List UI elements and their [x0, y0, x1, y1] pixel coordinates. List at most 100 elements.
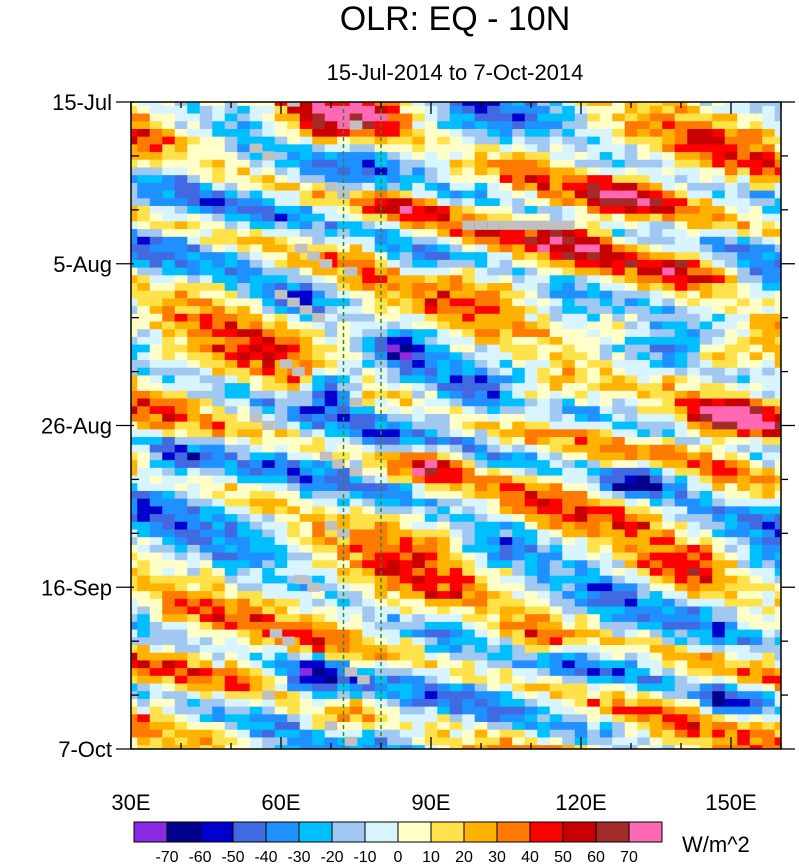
- field-cell: [574, 490, 588, 500]
- field-cell: [599, 722, 613, 731]
- field-cell: [131, 375, 138, 384]
- field-cell: [724, 621, 738, 631]
- field-cell: [212, 675, 226, 685]
- field-cell: [262, 537, 276, 546]
- field-cell: [712, 467, 726, 477]
- field-cell: [187, 729, 201, 739]
- field-cell: [612, 205, 626, 215]
- field-cell: [212, 159, 226, 169]
- field-cell: [499, 398, 513, 407]
- field-cell: [474, 460, 488, 469]
- field-cell: [199, 105, 213, 115]
- field-cell: [587, 167, 601, 176]
- field-cell: [749, 375, 763, 384]
- field-cell: [212, 102, 226, 107]
- field-cell: [399, 606, 413, 615]
- field-cell: [562, 745, 576, 749]
- field-cell: [174, 275, 188, 284]
- field-cell: [237, 668, 251, 677]
- field-cell: [737, 221, 751, 230]
- field-cell: [662, 298, 676, 307]
- field-cell: [249, 105, 263, 115]
- field-cell: [237, 444, 251, 454]
- field-cell: [524, 737, 538, 746]
- field-cell: [637, 714, 651, 723]
- field-cell: [399, 105, 413, 115]
- field-cell: [687, 113, 701, 122]
- field-cell: [187, 267, 201, 276]
- field-cell: [712, 421, 726, 430]
- field-cell: [337, 383, 351, 392]
- field-cell: [212, 182, 226, 192]
- field-cell: [287, 506, 301, 515]
- field-cell: [174, 105, 188, 115]
- field-cell: [424, 290, 438, 300]
- field-cell: [162, 421, 176, 430]
- field-cell: [587, 475, 601, 484]
- field-cell: [524, 483, 538, 492]
- field-cell: [474, 567, 488, 577]
- field-cell: [699, 575, 713, 584]
- field-cell: [237, 567, 251, 577]
- field-cell: [187, 229, 201, 238]
- field-cell: [687, 645, 701, 654]
- field-cell: [174, 290, 188, 300]
- field-cell: [299, 329, 313, 338]
- field-cell: [624, 221, 638, 230]
- field-cell: [262, 344, 276, 353]
- field-cell: [624, 236, 638, 246]
- field-cell: [674, 467, 688, 477]
- field-cell: [762, 321, 776, 330]
- field-cell: [449, 529, 463, 538]
- field-cell: [199, 683, 213, 692]
- field-cell: [249, 406, 263, 415]
- field-cell: [737, 390, 751, 400]
- field-cell: [162, 413, 176, 423]
- field-cell: [287, 236, 301, 246]
- field-cell: [412, 313, 426, 323]
- field-cell: [412, 529, 426, 538]
- field-cell: [437, 152, 451, 161]
- field-cell: [137, 652, 151, 662]
- field-cell: [674, 398, 688, 407]
- field-cell: [362, 190, 376, 199]
- field-cell: [562, 452, 576, 461]
- field-cell: [324, 290, 338, 300]
- field-cell: [537, 313, 551, 323]
- field-cell: [262, 483, 276, 492]
- field-cell: [737, 575, 751, 584]
- field-cell: [299, 552, 313, 561]
- field-cell: [637, 606, 651, 615]
- field-cell: [762, 390, 776, 400]
- field-cell: [149, 198, 163, 207]
- field-cell: [587, 367, 601, 377]
- field-cell: [424, 460, 438, 469]
- field-cell: [724, 267, 738, 276]
- field-cell: [762, 367, 776, 377]
- field-cell: [674, 729, 688, 739]
- field-cell: [187, 437, 201, 446]
- field-cell: [549, 737, 563, 746]
- field-cell: [662, 737, 676, 746]
- field-cell: [237, 537, 251, 546]
- field-cell: [774, 629, 781, 638]
- field-cell: [574, 390, 588, 400]
- field-cell: [587, 329, 601, 338]
- field-cell: [662, 259, 676, 269]
- field-cell: [437, 598, 451, 608]
- field-cell: [324, 152, 338, 161]
- field-cell: [774, 229, 781, 238]
- field-cell: [474, 190, 488, 199]
- field-cell: [287, 714, 301, 723]
- field-cell: [474, 236, 488, 246]
- field-cell: [549, 475, 563, 484]
- field-cell: [574, 275, 588, 284]
- field-cell: [737, 745, 751, 749]
- field-cell: [462, 102, 476, 107]
- field-cell: [724, 483, 738, 492]
- missing-cell: [324, 182, 338, 192]
- field-cell: [187, 221, 201, 230]
- field-cell: [299, 352, 313, 361]
- field-cell: [699, 205, 713, 215]
- field-cell: [287, 675, 301, 685]
